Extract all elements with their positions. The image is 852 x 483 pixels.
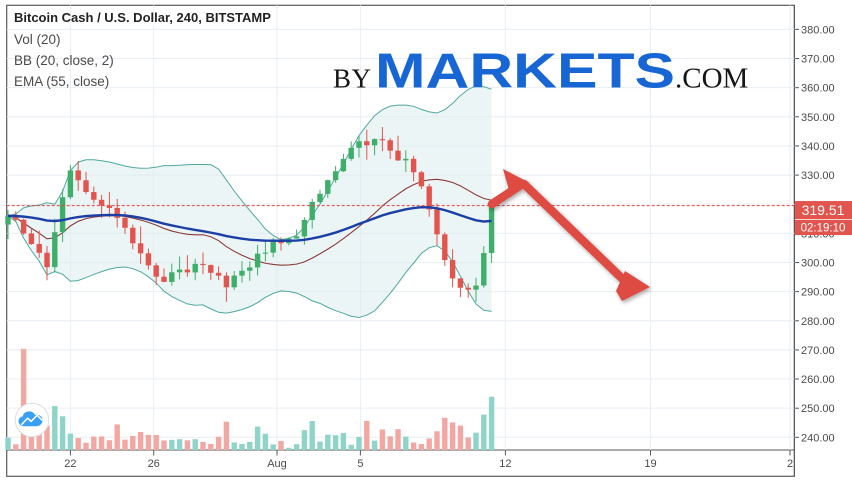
svg-text:Bitcoin Cash / U.S. Dollar, 24: Bitcoin Cash / U.S. Dollar, 240, BITSTAM… [14,10,271,25]
svg-text:319.51: 319.51 [802,202,845,218]
svg-text:BB (20, close, 2): BB (20, close, 2) [14,53,114,68]
svg-text:370.00: 370.00 [801,54,835,66]
svg-text:280.00: 280.00 [801,316,835,328]
svg-text:290.00: 290.00 [801,287,835,299]
svg-text:.COM: .COM [675,63,748,95]
svg-text:270.00: 270.00 [801,345,835,357]
svg-text:EMA (55, close): EMA (55, close) [14,74,109,89]
svg-text:19: 19 [644,458,656,470]
svg-text:02:19:10: 02:19:10 [801,222,846,234]
svg-text:350.00: 350.00 [801,112,835,124]
svg-text:250.00: 250.00 [801,403,835,415]
svg-text:340.00: 340.00 [801,141,835,153]
svg-text:2: 2 [787,458,793,470]
svg-text:360.00: 360.00 [801,83,835,95]
svg-text:26: 26 [148,458,160,470]
svg-text:BY: BY [333,64,372,94]
svg-text:MARKETS: MARKETS [375,45,675,99]
svg-text:12: 12 [499,458,511,470]
svg-text:Aug: Aug [267,458,287,470]
svg-text:240.00: 240.00 [801,432,835,444]
svg-text:380.00: 380.00 [801,24,835,36]
svg-text:300.00: 300.00 [801,258,835,270]
svg-text:22: 22 [64,458,76,470]
svg-text:260.00: 260.00 [801,374,835,386]
svg-text:5: 5 [357,458,363,470]
svg-text:Vol (20): Vol (20) [14,32,61,47]
svg-text:330.00: 330.00 [801,170,835,182]
